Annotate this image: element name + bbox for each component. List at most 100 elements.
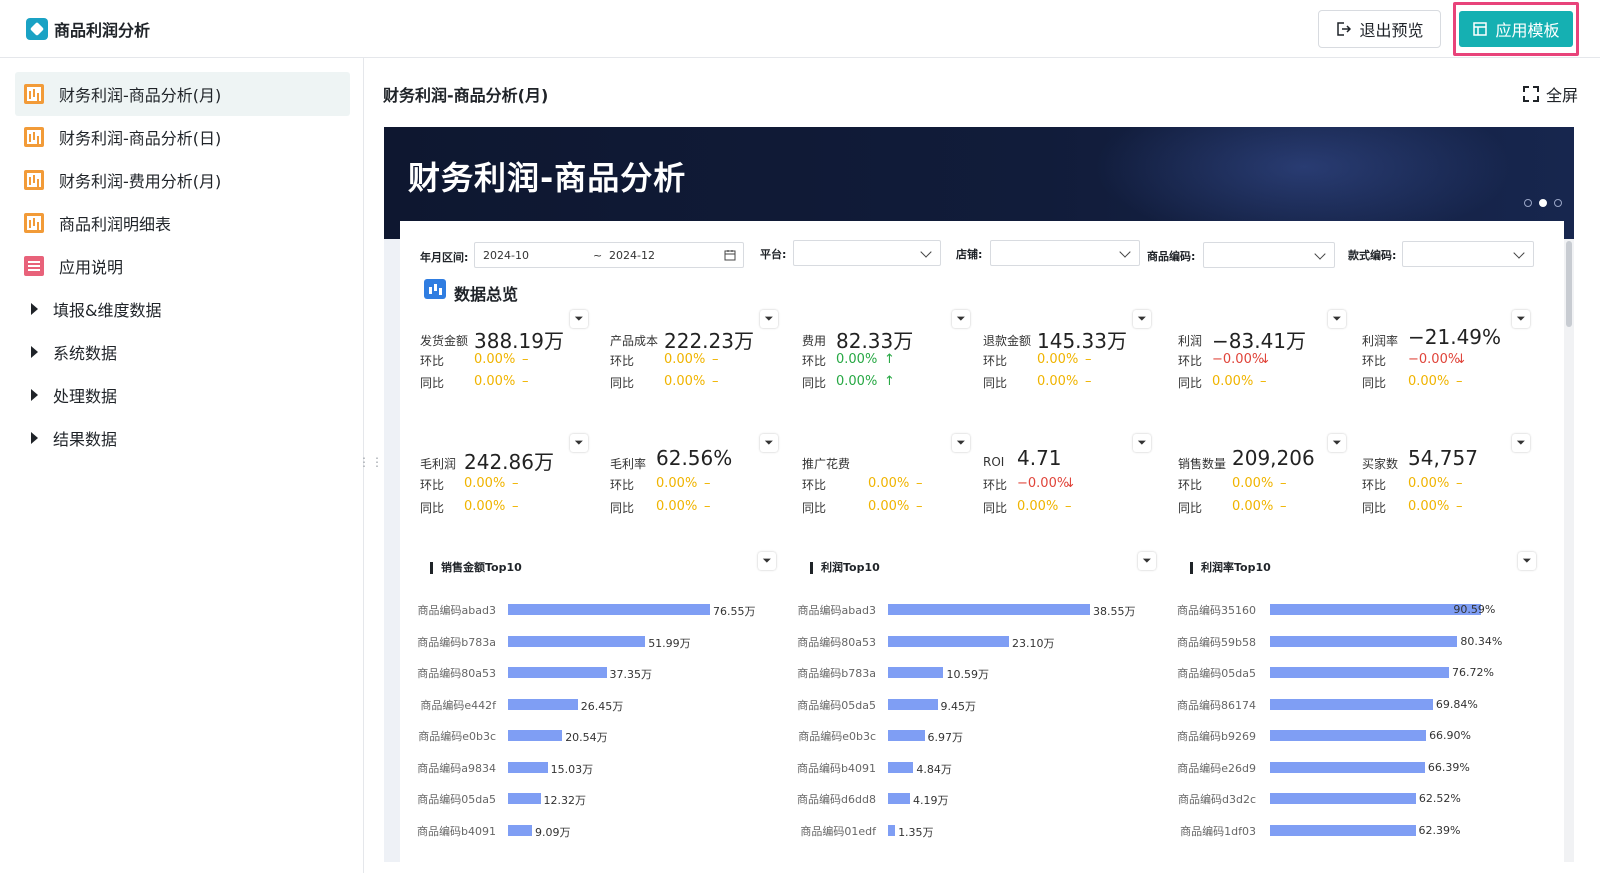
mom-value: 0.00% bbox=[474, 352, 516, 367]
yoy-trend-icon: ↑ bbox=[884, 374, 895, 389]
mom-value: −0.00% bbox=[1212, 352, 1265, 367]
carousel-dot[interactable] bbox=[1524, 199, 1532, 207]
bar[interactable] bbox=[508, 761, 548, 773]
kpi-label: 退款金额 bbox=[983, 334, 1032, 348]
bar[interactable] bbox=[888, 698, 938, 710]
bar[interactable] bbox=[888, 730, 925, 741]
bar-category-label: 商品编码35160 bbox=[1177, 604, 1256, 617]
product-code-label: 商品编码: bbox=[1147, 250, 1196, 263]
bar-value-label: 4.19万 bbox=[912, 794, 949, 807]
filter-icon[interactable]: ⏷ bbox=[1133, 310, 1151, 328]
resize-handle[interactable]: ⋮⋮ bbox=[358, 455, 384, 469]
bar[interactable] bbox=[1270, 793, 1416, 804]
yoy-value: 0.00% bbox=[1017, 499, 1059, 514]
scrollbar[interactable] bbox=[1564, 239, 1574, 862]
filter-icon[interactable]: ⏷ bbox=[570, 434, 588, 452]
yoy-value: 0.00% bbox=[656, 499, 698, 514]
bar[interactable] bbox=[888, 604, 1090, 615]
filter-icon[interactable]: ⏷ bbox=[1328, 310, 1346, 328]
filter-icon[interactable]: ⏷ bbox=[1328, 434, 1346, 452]
bar[interactable] bbox=[508, 604, 710, 615]
kpi-label: 发货金额 bbox=[420, 334, 469, 348]
filter-icon[interactable]: ⏷ bbox=[570, 310, 588, 328]
sidebar-item[interactable]: 处理数据 bbox=[15, 373, 350, 417]
bar[interactable] bbox=[888, 793, 910, 804]
template-icon bbox=[1473, 22, 1488, 36]
bar[interactable] bbox=[508, 698, 578, 710]
mom-label: 环比 bbox=[1362, 354, 1387, 368]
chart-filter-icon[interactable]: ⏷ bbox=[1518, 552, 1536, 570]
mom-trend-icon: ↓ bbox=[1456, 352, 1467, 367]
shop-select[interactable] bbox=[990, 240, 1140, 266]
chart-filter-icon[interactable]: ⏷ bbox=[758, 552, 776, 570]
style-code-label: 款式编码: bbox=[1348, 249, 1397, 262]
chart-icon bbox=[24, 170, 44, 190]
calendar-icon bbox=[724, 250, 736, 261]
yoy-value: 0.00% bbox=[474, 374, 516, 389]
bar[interactable] bbox=[888, 635, 1010, 647]
yoy-value: 0.00% bbox=[464, 499, 506, 514]
yoy-value: 0.00% bbox=[1408, 499, 1450, 514]
bar[interactable] bbox=[1270, 604, 1482, 615]
bar[interactable] bbox=[888, 667, 944, 678]
sidebar-item[interactable]: 系统数据 bbox=[15, 330, 350, 374]
bar[interactable] bbox=[1270, 667, 1449, 678]
mom-label: 环比 bbox=[802, 354, 827, 368]
bar[interactable] bbox=[1270, 698, 1433, 710]
filter-icon[interactable]: ⏷ bbox=[952, 310, 970, 328]
fullscreen-button[interactable]: 全屏 bbox=[1522, 82, 1578, 106]
kpi-card: 退款金额 145.33万 环比 0.00% – 同比 0.00% – ⏷ bbox=[983, 310, 1163, 409]
bar-value-label: 38.55万 bbox=[1093, 605, 1136, 618]
kpi-value: −21.49% bbox=[1408, 325, 1502, 349]
sidebar-item[interactable]: 结果数据 bbox=[15, 416, 350, 460]
banner: 财务利润-商品分析 bbox=[384, 127, 1574, 247]
bar-value-label: 66.39% bbox=[1427, 760, 1470, 774]
filter-icon[interactable]: ⏷ bbox=[760, 310, 778, 328]
filter-icon[interactable]: ⏷ bbox=[1512, 310, 1530, 328]
bar[interactable] bbox=[888, 761, 914, 773]
sidebar: 财务利润-商品分析(月) 财务利润-商品分析(日) 财务利润-费用分析(月) 商品利润… bbox=[0, 58, 364, 873]
bar[interactable] bbox=[1270, 730, 1427, 741]
sidebar-item[interactable]: 填报&维度数据 bbox=[15, 287, 350, 331]
date-separator: ~ bbox=[593, 249, 603, 262]
exit-preview-button[interactable]: 退出预览 bbox=[1318, 10, 1441, 48]
style-code-select[interactable] bbox=[1402, 241, 1534, 267]
caret-right-icon bbox=[31, 389, 38, 401]
filter-icon[interactable]: ⏷ bbox=[1133, 434, 1151, 452]
apply-template-button[interactable]: 应用模板 bbox=[1459, 11, 1573, 47]
platform-select[interactable] bbox=[793, 240, 941, 266]
bar-value-label: 62.39% bbox=[1418, 823, 1461, 837]
mom-value: 0.00% bbox=[836, 352, 878, 367]
chart-filter-icon[interactable]: ⏷ bbox=[1138, 552, 1156, 570]
shop-label: 店铺: bbox=[956, 248, 983, 261]
sidebar-item[interactable]: 财务利润-商品分析(月) bbox=[15, 72, 350, 116]
bar[interactable] bbox=[888, 824, 896, 836]
bar[interactable] bbox=[508, 667, 607, 678]
bar[interactable] bbox=[1270, 761, 1425, 773]
sidebar-item[interactable]: 应用说明 bbox=[15, 244, 350, 288]
kpi-card: 费用 82.33万 环比 0.00% ↑ 同比 0.00% ↑ ⏷ bbox=[802, 310, 982, 409]
yoy-value: 0.00% bbox=[1408, 374, 1450, 389]
sidebar-item[interactable]: 财务利润-费用分析(月) bbox=[15, 158, 350, 202]
product-code-select[interactable] bbox=[1203, 242, 1335, 268]
bar[interactable] bbox=[1270, 635, 1458, 647]
bar-value-label: 26.45万 bbox=[580, 699, 624, 713]
sidebar-item[interactable]: 财务利润-商品分析(日) bbox=[15, 115, 350, 159]
kpi-card: 推广花费 环比 0.00% – 同比 0.00% – ⏷ bbox=[802, 434, 982, 533]
bar[interactable] bbox=[508, 635, 646, 647]
sidebar-item-label: 应用说明 bbox=[59, 258, 124, 277]
carousel-dot[interactable] bbox=[1554, 199, 1562, 207]
banner-title: 财务利润-商品分析 bbox=[408, 159, 687, 197]
mom-trend-icon: – bbox=[512, 476, 519, 491]
bar[interactable] bbox=[1270, 824, 1416, 836]
filter-icon[interactable]: ⏷ bbox=[1512, 434, 1530, 452]
filter-icon[interactable]: ⏷ bbox=[952, 434, 970, 452]
kpi-value: −83.41万 bbox=[1212, 329, 1307, 353]
sidebar-item[interactable]: 商品利润明细表 bbox=[15, 201, 350, 245]
date-range-picker[interactable]: 2024-10 ~ 2024-12 bbox=[474, 242, 744, 268]
bar[interactable] bbox=[508, 730, 563, 741]
bar[interactable] bbox=[508, 793, 541, 804]
bar[interactable] bbox=[508, 824, 532, 836]
filter-icon[interactable]: ⏷ bbox=[760, 434, 778, 452]
carousel-dot-active[interactable] bbox=[1539, 199, 1547, 207]
